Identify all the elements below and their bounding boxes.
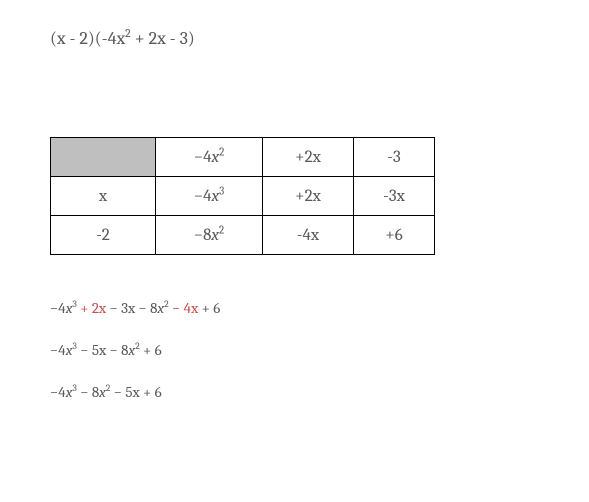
h1-exp: 2 <box>219 145 224 158</box>
row1-col3: -3x <box>354 177 435 216</box>
s3-p2: − 8 <box>77 383 99 401</box>
r1c1-coef: −4 <box>194 187 212 206</box>
r1c1-exp: 3 <box>219 184 224 197</box>
multiplication-table: −4x2 +2x -3 x −4x3 +2x -3x -2 −8x2 -4x +… <box>50 137 435 255</box>
table-corner-cell <box>51 138 156 177</box>
row2-col2: -4x <box>263 216 354 255</box>
s3-p2v: x <box>99 383 106 401</box>
header-col3: -3 <box>354 138 435 177</box>
s1-coef: −4 <box>50 299 66 317</box>
problem-expression: (x - 2)(-4x2 + 2x - 3) <box>50 28 539 49</box>
s2-p3: + 6 <box>140 341 162 359</box>
r2c1-var: x <box>211 226 219 245</box>
factor-b-pre: (-4x <box>95 28 125 49</box>
row1-label: x <box>51 177 156 216</box>
r2c1-coef: −8 <box>194 226 212 245</box>
row1-col2: +2x <box>263 177 354 216</box>
s3-p3: − 5x + 6 <box>110 383 161 401</box>
row1-col1: −4x3 <box>156 177 263 216</box>
h1-var: x <box>211 148 219 167</box>
r1c1-var: x <box>212 187 220 206</box>
s1-hl1: + 2x <box>77 299 106 317</box>
step-3: −4x3 − 8x2 − 5x + 6 <box>50 383 539 401</box>
row2-col3: +6 <box>354 216 435 255</box>
table-row: x −4x3 +2x -3x <box>51 177 435 216</box>
r2c1-exp: 2 <box>219 223 224 236</box>
s1-p3: − 3x <box>106 299 135 317</box>
table-row: -2 −8x2 -4x +6 <box>51 216 435 255</box>
row2-col1: −8x2 <box>156 216 263 255</box>
s3-coef: −4 <box>50 383 66 401</box>
step-2: −4x3 − 5x − 8x2 + 6 <box>50 341 539 359</box>
table-header-row: −4x2 +2x -3 <box>51 138 435 177</box>
factor-a: (x - 2) <box>50 28 95 49</box>
factor-b-post: + 2x - 3) <box>131 28 195 49</box>
step-1: −4x3 + 2x − 3x − 8x2 − 4x + 6 <box>50 299 539 317</box>
header-col1: −4x2 <box>156 138 263 177</box>
header-col2: +2x <box>263 138 354 177</box>
s1-hl2: − 4x <box>169 299 199 317</box>
row2-label: -2 <box>51 216 156 255</box>
h1-coef: −4 <box>194 148 212 167</box>
s1-p4: − 8 <box>135 299 157 317</box>
s1-p6: + 6 <box>198 299 220 317</box>
s2-coef: −4 <box>50 341 66 359</box>
page: (x - 2)(-4x2 + 2x - 3) −4x2 +2x -3 x −4x… <box>0 0 589 401</box>
s2-p2: − 5x − 8 <box>77 341 128 359</box>
